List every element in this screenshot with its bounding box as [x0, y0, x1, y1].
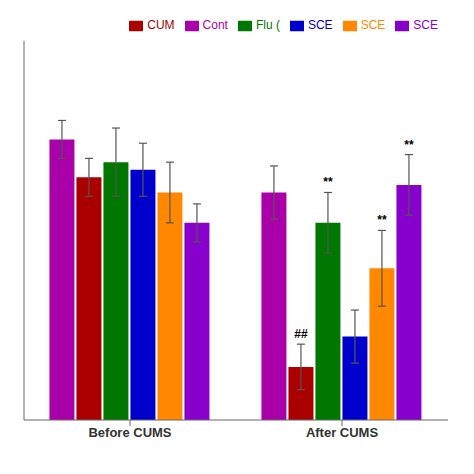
html-text:SCE: SCE — [413, 18, 438, 32]
svg-text:**: ** — [323, 175, 333, 189]
html-text:Flu (: Flu ( — [255, 18, 280, 32]
html-text:SCE: SCE — [307, 18, 333, 32]
svg-text:After CUMS: After CUMS — [306, 425, 379, 440]
html-text:CUM: CUM — [147, 18, 175, 32]
html-text:SCE: SCE — [360, 18, 386, 32]
html-text:Cont: Cont — [202, 18, 228, 32]
svg-text:Before CUMS: Before CUMS — [88, 425, 171, 440]
svg-text:##: ## — [294, 327, 308, 341]
svg-text:**: ** — [404, 138, 414, 152]
svg-text:**: ** — [377, 213, 387, 227]
